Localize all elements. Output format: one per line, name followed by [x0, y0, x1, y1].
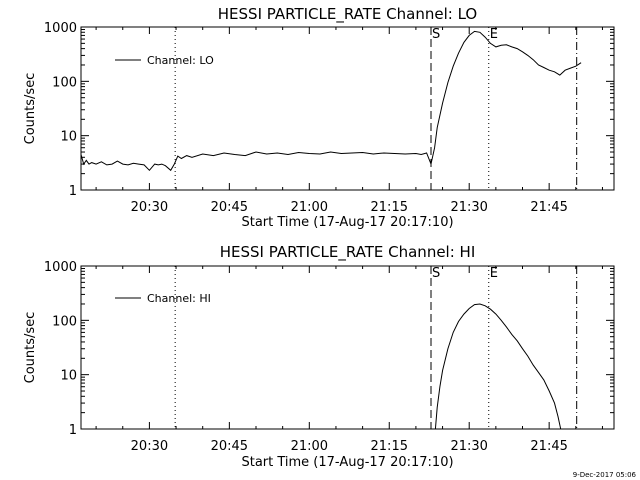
legend-label: Channel: LO [147, 54, 214, 67]
x-tick-label: 21:45 [530, 200, 567, 215]
plot-frame [80, 265, 615, 430]
hi-channel-panel: HESSI PARTICLE_RATE Channel: HI 20:30 20:4… [23, 243, 615, 470]
x-axis-label: Start Time (17-Aug-17 20:17:10) [241, 455, 453, 470]
generation-timestamp: 9-Dec-2017 05:06 [573, 471, 637, 479]
time-marker-label: E [490, 27, 498, 42]
y-tick-label: 10 [60, 130, 77, 145]
x-tick-label: 21:00 [291, 439, 328, 454]
legend-label: Channel: HI [147, 292, 211, 305]
y-tick-label: 1000 [44, 260, 77, 275]
y-tick-label: 100 [52, 75, 77, 90]
x-tick-label: 21:15 [371, 439, 408, 454]
chart-title: HESSI PARTICLE_RATE Channel: LO [218, 5, 477, 24]
y-tick-label: 1000 [44, 21, 77, 36]
x-tick-label: 21:30 [450, 439, 487, 454]
x-tick-label: 20:45 [211, 200, 248, 215]
y-tick-label: 1 [69, 184, 77, 199]
y-tick-label: 10 [60, 369, 77, 384]
plot-frame [80, 26, 615, 191]
x-tick-label: 21:30 [450, 200, 487, 215]
x-tick-label: 21:00 [291, 200, 328, 215]
time-marker-label: S [432, 27, 440, 42]
time-marker-label: S [432, 266, 440, 281]
x-axis-label: Start Time (17-Aug-17 20:17:10) [241, 215, 453, 230]
x-tick-label: 20:30 [131, 439, 168, 454]
lo-channel-panel: HESSI PARTICLE_RATE Channel: LO 20:30 20:4… [23, 5, 615, 230]
time-marker-label: E [490, 266, 498, 281]
x-tick-label: 20:45 [211, 439, 248, 454]
y-axis-label: Counts/sec [23, 312, 38, 384]
x-tick-label: 21:15 [371, 200, 408, 215]
y-tick-label: 1 [69, 423, 77, 438]
series-line [81, 30, 582, 172]
y-tick-label: 100 [52, 314, 77, 329]
series-line [434, 303, 562, 429]
x-tick-label: 21:45 [530, 439, 567, 454]
x-tick-label: 20:30 [131, 200, 168, 215]
y-axis-label: Counts/sec [23, 73, 38, 145]
chart-title: HESSI PARTICLE_RATE Channel: HI [220, 243, 476, 262]
